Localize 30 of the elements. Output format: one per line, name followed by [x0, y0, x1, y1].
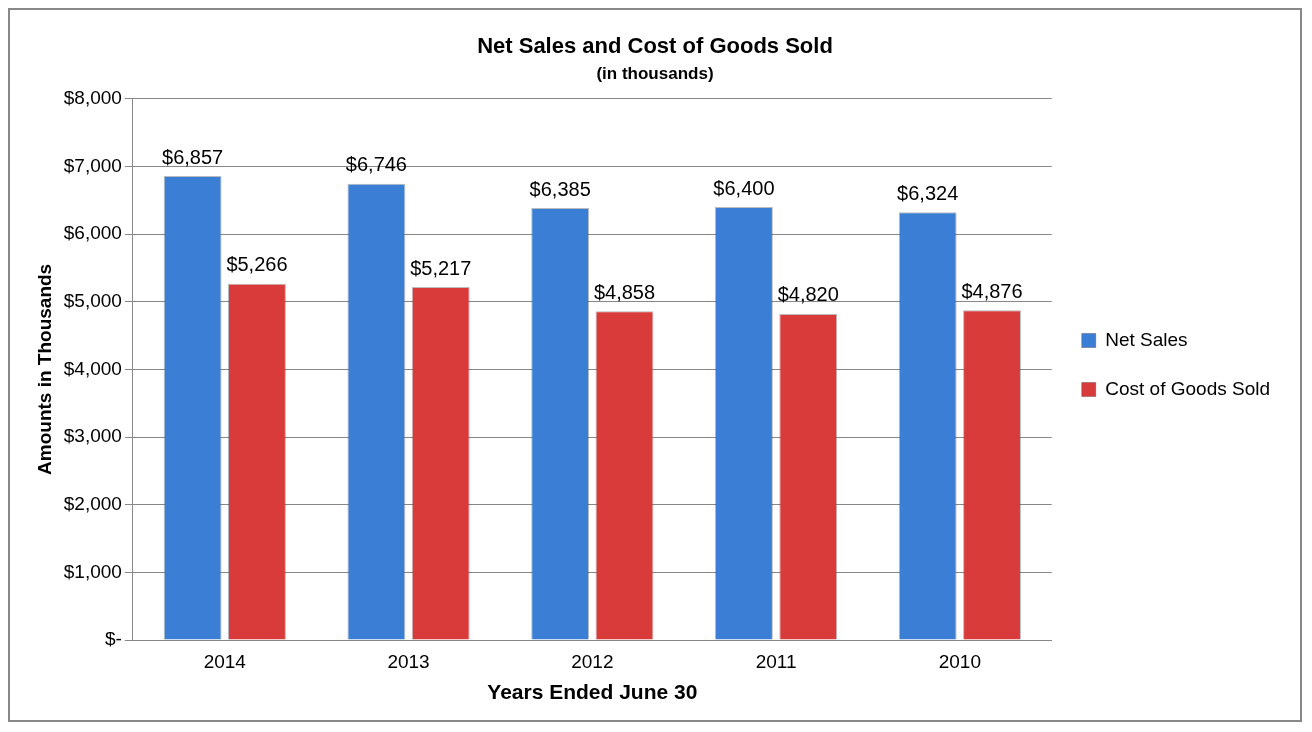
data-label: $5,266 [226, 253, 288, 276]
x-axis-title: Years Ended June 30 [487, 680, 698, 704]
data-label: $4,858 [593, 280, 656, 303]
y-tick-label: $6,000 [63, 222, 122, 244]
y-tick-label: $8,000 [63, 87, 122, 109]
data-label: $6,857 [162, 145, 224, 168]
legend-label: Net Sales [1105, 328, 1188, 350]
data-label: $6,324 [897, 181, 959, 204]
x-tick-label: 2014 [203, 650, 247, 672]
y-axis-title: Amounts in Thousands [33, 263, 55, 475]
data-label: $4,820 [777, 283, 839, 306]
data-label: $4,876 [961, 279, 1023, 302]
x-tick-label: 2011 [755, 650, 797, 672]
x-tick-label: 2010 [938, 650, 981, 672]
x-tick-label: 2013 [387, 650, 430, 672]
y-tick-label: $4,000 [63, 357, 122, 379]
x-tick-label: 2012 [571, 650, 614, 672]
data-label: $6,400 [713, 176, 775, 199]
y-tick-label: $5,000 [63, 289, 122, 311]
y-tick-label: $2,000 [63, 492, 122, 514]
y-tick-label: $1,000 [63, 560, 122, 582]
y-tick-label: $- [105, 628, 122, 650]
chart-subtitle: (in thousands) [596, 64, 714, 84]
data-label: $6,385 [529, 177, 591, 200]
chart-title: Net Sales and Cost of Goods Sold [477, 33, 833, 59]
data-label: $6,746 [345, 153, 407, 176]
legend-label: Cost of Goods Sold [1105, 377, 1271, 399]
y-tick-label: $7,000 [63, 154, 122, 176]
y-tick-label: $3,000 [63, 425, 122, 447]
data-label: $5,217 [410, 256, 472, 279]
